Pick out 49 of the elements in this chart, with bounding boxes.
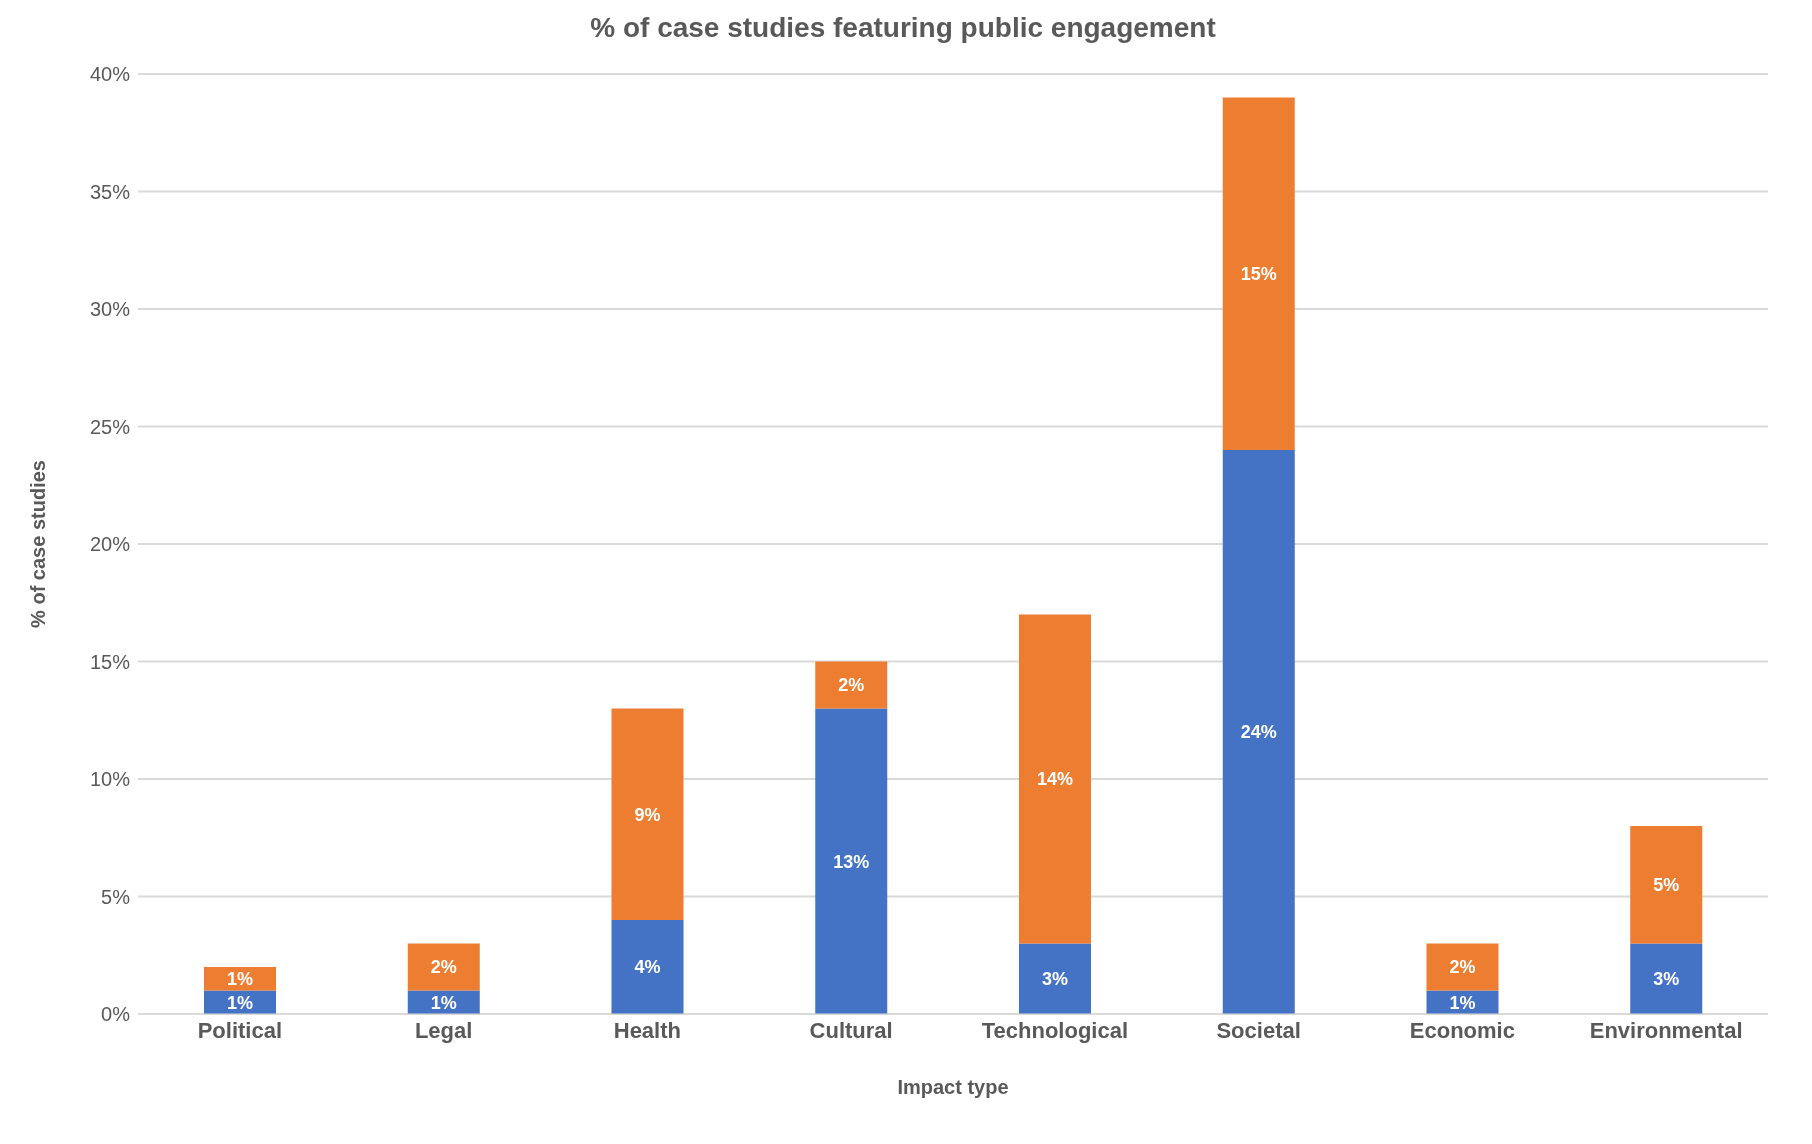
bar xyxy=(1426,943,1499,991)
data-label: 5% xyxy=(1653,875,1680,896)
x-axis-title: Impact type xyxy=(897,1076,1009,1098)
data-label: 1% xyxy=(226,969,254,990)
data-label: 3% xyxy=(1653,969,1680,990)
x-tick-label: Health xyxy=(613,1017,681,1043)
bar xyxy=(1019,614,1091,944)
chart-title: % of case studies featuring public engagement xyxy=(589,11,1217,45)
y-tick-label: 20% xyxy=(89,533,131,556)
data-label: 24% xyxy=(1240,722,1277,743)
bar xyxy=(815,708,888,1014)
bar xyxy=(1630,943,1703,1014)
bar xyxy=(204,967,276,991)
data-label: 2% xyxy=(430,957,457,978)
y-tick-label: 15% xyxy=(89,650,131,673)
data-label: 4% xyxy=(634,957,661,978)
x-tick-label: Societal xyxy=(1216,1017,1301,1043)
y-tick-label: 35% xyxy=(89,180,131,203)
y-axis-title: % of case studies xyxy=(27,460,50,628)
data-label: 1% xyxy=(430,992,457,1013)
y-tick-label: 0% xyxy=(101,1003,131,1026)
bar xyxy=(407,943,480,991)
y-tick-label: 5% xyxy=(101,885,131,908)
x-tick-label: Economic xyxy=(1409,1017,1515,1043)
x-tick-label: Technological xyxy=(981,1017,1129,1043)
data-label: 14% xyxy=(1036,769,1074,790)
data-label: 13% xyxy=(833,851,870,872)
x-tick-label: Political xyxy=(197,1017,283,1043)
bar xyxy=(1222,450,1295,1014)
data-label: 1% xyxy=(226,992,254,1013)
y-tick-label: 40% xyxy=(89,63,131,86)
y-tick-label: 25% xyxy=(89,415,131,438)
bar xyxy=(1222,97,1295,450)
data-label: 2% xyxy=(838,675,865,696)
data-label: 9% xyxy=(634,804,661,825)
bar xyxy=(1019,943,1091,1014)
x-tick-label: Cultural xyxy=(809,1017,893,1043)
data-label: 2% xyxy=(1449,957,1476,978)
bar xyxy=(815,661,888,709)
data-label: 15% xyxy=(1240,264,1277,285)
x-tick-label: Legal xyxy=(414,1017,473,1043)
y-tick-label: 10% xyxy=(89,768,131,791)
x-tick-label: Environmental xyxy=(1589,1017,1743,1043)
y-tick-label: 30% xyxy=(89,298,131,321)
bar xyxy=(611,920,684,1014)
bar xyxy=(611,708,684,920)
bar xyxy=(1630,826,1703,944)
data-label: 1% xyxy=(1449,992,1476,1013)
data-label: 3% xyxy=(1041,969,1069,990)
